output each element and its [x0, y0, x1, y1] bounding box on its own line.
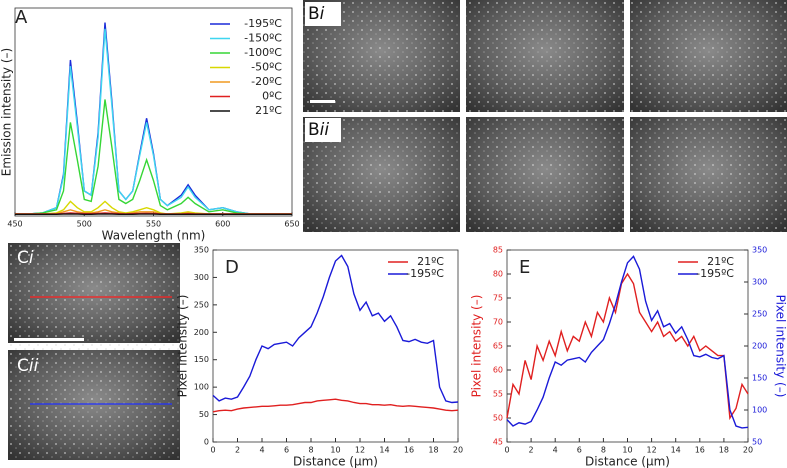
y2-tick-label: 200 [752, 342, 767, 351]
x-tick-label: 0 [504, 446, 509, 455]
x-tick-label: 14 [671, 446, 681, 455]
scale-bar [14, 338, 84, 341]
x-tick-label: 2 [529, 446, 534, 455]
legend-label: 21ºC [707, 255, 734, 268]
x-tick-label: 550 [146, 220, 161, 229]
x-tick-label: 4 [259, 446, 264, 455]
legend-label: 21ºC [417, 255, 444, 268]
y-tick-label: 45 [493, 438, 503, 447]
x-tick-label: 0 [210, 446, 215, 455]
x-tick-label: 10 [622, 446, 632, 455]
y2-tick-label: 350 [752, 246, 767, 255]
texture [8, 243, 180, 460]
panel-label: D [225, 257, 239, 278]
panel-label: Ci [17, 248, 34, 268]
series-line [15, 99, 292, 215]
label-sub: i [29, 248, 34, 268]
series-line [506, 272, 749, 421]
y-axis-label: Emission intensity (–) [0, 48, 14, 176]
x-tick-label: 16 [695, 446, 705, 455]
y-tick-label: 350 [194, 246, 209, 255]
x-tick-label: 650 [284, 220, 299, 229]
legend-label: -195ºC [406, 267, 444, 280]
y2-tick-label: 250 [752, 310, 767, 319]
series-line [212, 398, 459, 413]
x-tick-label: 8 [308, 446, 313, 455]
y-tick-label: 65 [493, 342, 503, 351]
y-tick-label: 60 [493, 366, 503, 375]
micrographs [8, 0, 787, 460]
y2-tick-label: 50 [752, 438, 762, 447]
x-axis-label: Distance (µm) [293, 455, 378, 468]
legend-label: -100ºC [244, 46, 282, 59]
x-tick-label: 10 [330, 446, 340, 455]
y2-axis-label: Pixel intensity (–) [774, 295, 787, 398]
legend-label: -195ºC [696, 267, 734, 280]
y-axis-label: Pixel intensity (–) [176, 295, 190, 398]
label-box [305, 2, 341, 26]
label-letter: B [308, 4, 320, 24]
scale-bar [310, 100, 335, 103]
legend-label: -195ºC [244, 17, 282, 30]
legend-label: 0ºC [262, 90, 282, 103]
y-tick-label: 50 [199, 410, 209, 419]
label-sub: ii [320, 120, 330, 140]
y-tick-label: 50 [493, 414, 503, 423]
x-tick-label: 20 [743, 446, 753, 455]
panel-label: A [15, 7, 28, 28]
x-tick-label: 8 [601, 446, 606, 455]
label-letter: B [308, 120, 320, 140]
panel-label: Bi [308, 4, 325, 24]
label-sub: ii [29, 356, 39, 376]
x-tick-label: 6 [577, 446, 582, 455]
x-axis-label: Wavelength (nm) [102, 229, 206, 243]
y-tick-label: 0 [204, 438, 209, 447]
series-line [506, 255, 749, 429]
series-line [15, 28, 292, 215]
x-tick-label: 12 [647, 446, 657, 455]
x-tick-label: 12 [355, 446, 365, 455]
legend-label: -20ºC [251, 75, 282, 88]
panel-label: Bii [308, 120, 329, 140]
legend-label: -150ºC [244, 32, 282, 45]
label-box [305, 118, 341, 142]
y-tick-label: 55 [493, 390, 503, 399]
x-tick-label: 4 [553, 446, 558, 455]
y-tick-label: 250 [194, 300, 209, 309]
x-tick-label: 16 [404, 446, 414, 455]
x-tick-label: 14 [379, 446, 389, 455]
y-tick-label: 80 [493, 270, 503, 279]
y-tick-label: 70 [493, 318, 503, 327]
x-tick-label: 600 [215, 220, 230, 229]
y2-tick-label: 100 [752, 406, 767, 415]
legend-label: 21ºC [255, 104, 282, 117]
panel-label: Cii [17, 356, 39, 376]
x-tick-label: 20 [453, 446, 463, 455]
y-tick-label: 100 [194, 383, 209, 392]
x-tick-label: 500 [77, 220, 92, 229]
series-line [212, 254, 459, 404]
y-tick-label: 85 [493, 246, 503, 255]
panel-label: E [519, 257, 530, 278]
legend-label: -50ºC [251, 61, 282, 74]
y-tick-label: 300 [194, 273, 209, 282]
x-tick-label: 450 [7, 220, 22, 229]
label-letter: C [17, 248, 29, 268]
x-tick-label: 18 [719, 446, 729, 455]
y-tick-label: 200 [194, 328, 209, 337]
x-axis-label: Distance (µm) [585, 455, 670, 468]
y-tick-label: 75 [493, 294, 503, 303]
y2-tick-label: 150 [752, 374, 767, 383]
gap [303, 112, 787, 117]
y2-tick-label: 300 [752, 278, 767, 287]
x-tick-label: 18 [428, 446, 438, 455]
label-sub: i [320, 4, 325, 24]
y-tick-label: 150 [194, 355, 209, 364]
x-tick-label: 6 [284, 446, 289, 455]
label-letter: C [17, 356, 29, 376]
y-axis-label: Pixel intensity (–) [470, 295, 484, 398]
x-tick-label: 2 [235, 446, 240, 455]
